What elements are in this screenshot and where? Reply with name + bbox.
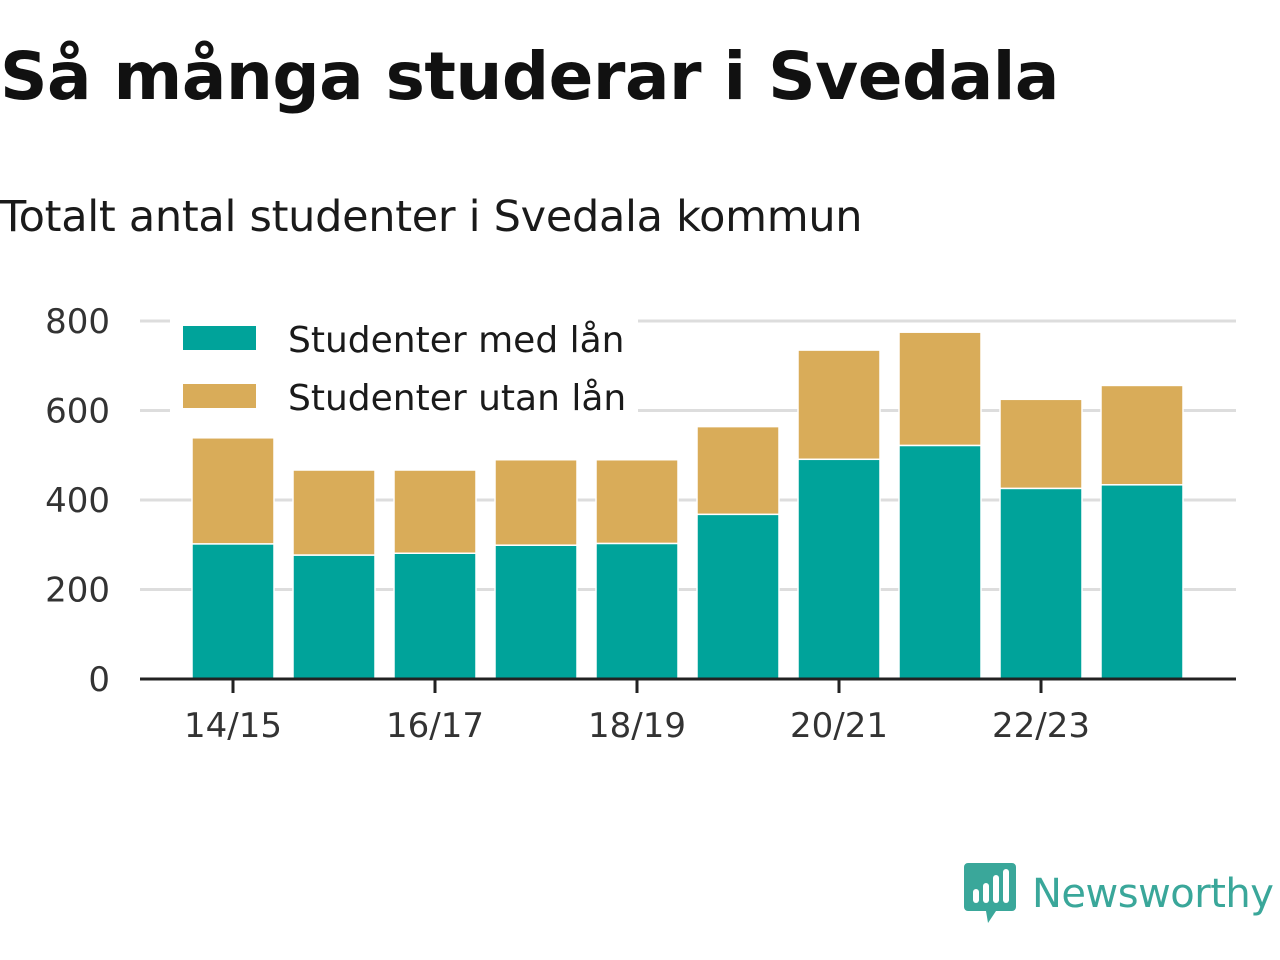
bar-19/20-series-0 bbox=[696, 513, 780, 680]
bar-23/24-series-1 bbox=[1100, 384, 1184, 486]
y-tick-label-0: 0 bbox=[88, 660, 110, 700]
bar-16/17-series-0 bbox=[393, 552, 477, 680]
y-tick-label-200: 200 bbox=[45, 571, 110, 611]
newsworthy-logo-icon bbox=[964, 863, 1016, 923]
bar-21/22-series-1 bbox=[898, 331, 982, 447]
legend-label-utan-lan: Studenter utan lån bbox=[288, 378, 626, 419]
legend-label-med-lan: Studenter med lån bbox=[288, 320, 625, 361]
bar-22/23-series-0 bbox=[999, 487, 1083, 680]
bar-17/18-series-0 bbox=[494, 544, 578, 680]
bar-15/16-series-1 bbox=[292, 469, 376, 556]
y-tick-label-400: 400 bbox=[45, 481, 110, 521]
x-axis-ticks: 14/15 16/17 18/19 20/21 22/23 bbox=[184, 679, 1090, 746]
bar-14/15-series-1 bbox=[191, 437, 275, 545]
bar-20/21-series-0 bbox=[797, 458, 881, 680]
y-tick-label-600: 600 bbox=[45, 392, 110, 432]
legend-swatch-med-lan bbox=[183, 326, 256, 350]
bar-16/17-series-1 bbox=[393, 469, 477, 555]
bar-18/19-series-1 bbox=[595, 458, 679, 545]
x-tick-label-14/15: 14/15 bbox=[184, 706, 282, 746]
chart-title: Så många studerar i Svedala bbox=[0, 38, 1059, 115]
bar-17/18-series-1 bbox=[494, 458, 578, 546]
bar-15/16-series-0 bbox=[292, 554, 376, 680]
legend-swatch-utan-lan bbox=[183, 384, 256, 408]
bar-18/19-series-0 bbox=[595, 542, 679, 680]
x-tick-label-18/19: 18/19 bbox=[588, 706, 686, 746]
chart-subtitle: Totalt antal studenter i Svedala kommun bbox=[0, 192, 863, 242]
bar-23/24-series-0 bbox=[1100, 484, 1184, 680]
x-tick-label-22/23: 22/23 bbox=[992, 706, 1090, 746]
bar-14/15-series-0 bbox=[191, 543, 275, 680]
legend: Studenter med lån Studenter utan lån bbox=[170, 312, 638, 420]
brand-logo: Newsworthy bbox=[964, 862, 1274, 926]
bar-21/22-series-0 bbox=[898, 444, 982, 680]
bar-20/21-series-1 bbox=[797, 349, 881, 461]
bar-22/23-series-1 bbox=[999, 398, 1083, 490]
y-axis-tick-labels: 0 200 400 600 800 bbox=[45, 302, 110, 700]
x-tick-label-20/21: 20/21 bbox=[790, 706, 888, 746]
y-tick-label-800: 800 bbox=[45, 302, 110, 342]
x-tick-label-16/17: 16/17 bbox=[386, 706, 484, 746]
bar-19/20-series-1 bbox=[696, 425, 780, 516]
brand-name: Newsworthy bbox=[1032, 871, 1274, 917]
